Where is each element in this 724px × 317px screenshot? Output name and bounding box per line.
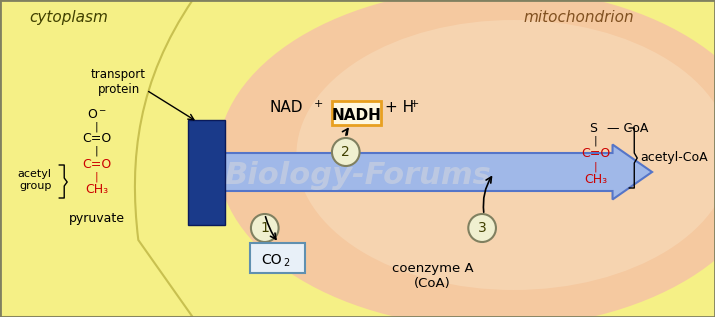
Text: |: | (594, 136, 597, 146)
Text: Biology-Forums: Biology-Forums (224, 160, 491, 190)
Circle shape (251, 214, 279, 242)
Text: NAD: NAD (270, 100, 303, 115)
Text: C=O: C=O (83, 132, 111, 145)
FancyBboxPatch shape (332, 101, 382, 125)
Circle shape (468, 214, 496, 242)
Text: mitochondrion: mitochondrion (523, 10, 634, 25)
Text: 2: 2 (284, 258, 290, 268)
Text: + H: + H (385, 100, 414, 115)
Circle shape (332, 138, 360, 166)
Text: O$^-$: O$^-$ (87, 108, 107, 121)
Text: coenzyme A
(CoA): coenzyme A (CoA) (392, 262, 473, 290)
FancyBboxPatch shape (250, 243, 306, 273)
Text: C=O: C=O (83, 158, 111, 171)
Bar (188, 120, 225, 225)
Text: acetyl-CoA: acetyl-CoA (640, 152, 708, 165)
Ellipse shape (296, 20, 724, 290)
Text: acetyl
group: acetyl group (17, 169, 51, 191)
Text: CH₃: CH₃ (85, 183, 109, 196)
Text: 3: 3 (478, 221, 487, 235)
Text: CO: CO (261, 253, 282, 267)
PathPatch shape (0, 0, 193, 317)
Text: |: | (95, 122, 98, 133)
Text: cytoplasm: cytoplasm (30, 10, 109, 25)
Text: S: S (589, 122, 597, 135)
Text: NADH: NADH (332, 107, 382, 122)
Text: |: | (95, 146, 98, 157)
Text: +: + (410, 99, 419, 109)
Text: pyruvate: pyruvate (69, 212, 125, 225)
Text: 2: 2 (342, 145, 350, 159)
Text: |: | (95, 172, 98, 183)
Text: transport
protein: transport protein (91, 68, 146, 96)
Text: CH₃: CH₃ (584, 173, 607, 186)
Ellipse shape (217, 0, 724, 317)
Text: |: | (594, 162, 597, 172)
Text: 1: 1 (261, 221, 269, 235)
Text: C=O: C=O (581, 147, 610, 160)
Text: +: + (314, 99, 324, 109)
FancyArrow shape (198, 145, 652, 199)
Text: — CoA: — CoA (607, 122, 648, 135)
